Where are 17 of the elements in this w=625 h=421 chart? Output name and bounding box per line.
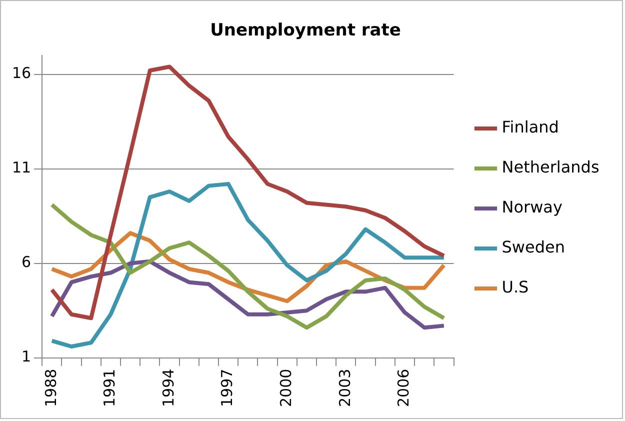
x-tick-label: 1991: [100, 368, 119, 408]
x-tick-label: 1988: [42, 368, 60, 408]
x-tick-label: 1997: [218, 368, 236, 408]
y-tick-label: 1: [22, 348, 32, 366]
legend-label: U.S: [502, 278, 529, 297]
chart-title: Unemployment rate: [210, 20, 401, 41]
x-tick-label: 2006: [394, 368, 413, 408]
y-tick-label: 6: [22, 253, 32, 272]
legend-label: Norway: [502, 198, 562, 217]
y-tick-label: 11: [12, 158, 32, 177]
x-tick-label: 2003: [336, 368, 354, 408]
x-tick-label: 2000: [277, 368, 296, 408]
legend-label: Netherlands: [502, 158, 600, 177]
legend-label: Finland: [502, 118, 559, 137]
legend-label: Sweden: [502, 238, 565, 257]
x-tick-label: 1994: [159, 368, 178, 408]
y-tick-label: 16: [12, 64, 32, 82]
